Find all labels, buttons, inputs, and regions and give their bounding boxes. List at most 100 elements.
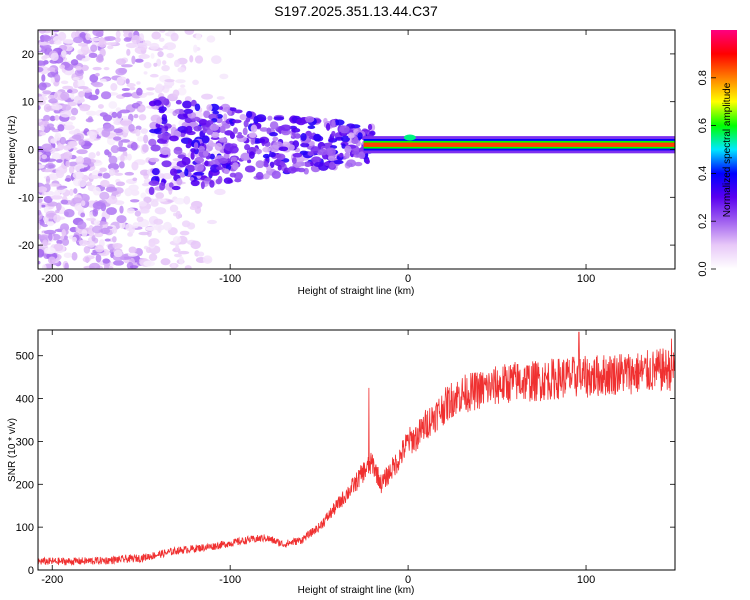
heatmap-cell — [125, 42, 138, 49]
heatmap-cell — [128, 246, 137, 254]
heatmap-cell — [317, 148, 328, 156]
spectrogram-y-tick-label: 0 — [28, 145, 34, 157]
spectrogram-y-label: Frequency (Hz) — [7, 116, 18, 185]
heatmap-cell — [61, 238, 70, 246]
heatmap-cell — [71, 134, 82, 140]
heatmap-cell — [138, 44, 148, 51]
heatmap-cell — [126, 82, 136, 88]
heatmap-cell — [193, 125, 202, 132]
heatmap-cell — [138, 54, 150, 59]
heatmap-cell — [174, 197, 186, 205]
heatmap-cell — [181, 220, 191, 228]
heatmap-cell — [136, 136, 145, 142]
heatmap-cell — [134, 58, 144, 63]
heatmap-cell — [219, 73, 229, 80]
heatmap-cell — [67, 101, 78, 107]
heatmap-cell — [42, 54, 51, 59]
heatmap-cell — [258, 138, 266, 143]
heatmap-cell — [137, 105, 145, 111]
heatmap-cell — [93, 219, 101, 225]
heatmap-cell — [246, 159, 252, 164]
heatmap-cell — [162, 45, 169, 50]
colorbar: 0.0 0.2 0.4 0.6 0.8 Normalized spectral ampl… — [697, 30, 737, 277]
heatmap-cell — [81, 57, 89, 62]
heatmap-cell — [82, 88, 93, 93]
heatmap-cell — [99, 78, 107, 83]
snr-panel: -200 -100 0 100 0 100 200 300 400 500 Height of … — [7, 329, 676, 596]
heatmap-cell — [209, 153, 215, 160]
snr-x-label: Height of straight line (km) — [298, 585, 415, 596]
heatmap-cell — [141, 183, 150, 187]
heatmap-cell — [64, 177, 72, 182]
heatmap-cell — [38, 186, 48, 193]
heatmap-cell — [80, 212, 86, 218]
heatmap-cell — [230, 156, 238, 162]
heatmap-cell — [56, 186, 65, 190]
heatmap-cell — [339, 152, 344, 158]
heatmap-cell — [97, 104, 104, 109]
heatmap-cell — [145, 247, 152, 254]
heatmap-cell — [135, 125, 142, 131]
heatmap-cell — [38, 66, 44, 73]
heatmap-cell — [79, 168, 88, 172]
heatmap-cell — [204, 160, 209, 167]
heatmap-cell — [100, 179, 110, 188]
spectrogram-x-label: Height of straight line (km) — [298, 286, 415, 297]
heatmap-cell — [214, 188, 226, 196]
heatmap-cell — [140, 192, 147, 199]
heatmap-cell — [129, 265, 139, 269]
snr-x-tick-label: -200 — [41, 574, 63, 586]
heatmap-cell — [68, 165, 75, 174]
heatmap-cell — [92, 201, 105, 210]
heatmap-cell — [60, 199, 69, 205]
snr-x-tick-label: 0 — [405, 574, 411, 586]
heatmap-cell — [38, 60, 46, 66]
heatmap-cell — [99, 167, 107, 173]
heatmap-cell — [175, 79, 186, 84]
heatmap-cell — [218, 157, 229, 164]
heatmap-cell — [358, 151, 366, 160]
heatmap-cell — [97, 54, 104, 62]
heatmap-cell — [232, 119, 242, 124]
heatmap-cell — [148, 253, 158, 261]
heatmap-cell — [171, 263, 177, 269]
heatmap-cell — [288, 144, 295, 151]
heatmap-cell — [246, 110, 253, 118]
heatmap-cell — [151, 167, 160, 176]
heatmap-cell — [77, 221, 87, 230]
heatmap-cell — [95, 88, 100, 95]
heatmap-cell — [111, 226, 118, 234]
heatmap-cell — [48, 164, 55, 169]
heatmap-cell — [184, 30, 195, 35]
heatmap-cell — [119, 205, 124, 214]
heatmap-cell — [248, 132, 257, 138]
heatmap-cell — [198, 118, 208, 126]
heatmap-cell — [140, 208, 150, 214]
heatmap-cell — [92, 66, 102, 71]
heatmap-cell — [45, 175, 51, 185]
heatmap-cell — [119, 109, 131, 114]
heatmap-cell — [38, 248, 45, 258]
heatmap-cell — [165, 107, 172, 114]
heatmap-cell — [324, 161, 330, 167]
heatmap-cell — [149, 128, 160, 134]
heatmap-cell — [95, 253, 102, 263]
heatmap-cell — [54, 114, 60, 121]
heatmap-cell — [60, 104, 72, 111]
heatmap-cell — [340, 135, 351, 143]
heatmap-cell — [212, 110, 220, 115]
heatmap-cell — [81, 229, 88, 237]
heatmap-cell — [138, 114, 147, 121]
heatmap-cell — [70, 107, 79, 116]
heatmap-cell — [163, 221, 172, 231]
heatmap-cell — [177, 113, 189, 120]
colorbar-ticks: 0.0 0.2 0.4 0.6 0.8 — [697, 70, 716, 277]
heatmap-cell — [344, 152, 350, 159]
heatmap-cell — [403, 134, 416, 141]
heatmap-cell — [69, 226, 78, 233]
heatmap-cell — [148, 239, 156, 247]
heatmap-cell — [189, 177, 195, 181]
heatmap-cell — [309, 161, 314, 167]
heatmap-cell — [41, 74, 46, 82]
heatmap-cell — [113, 260, 125, 266]
